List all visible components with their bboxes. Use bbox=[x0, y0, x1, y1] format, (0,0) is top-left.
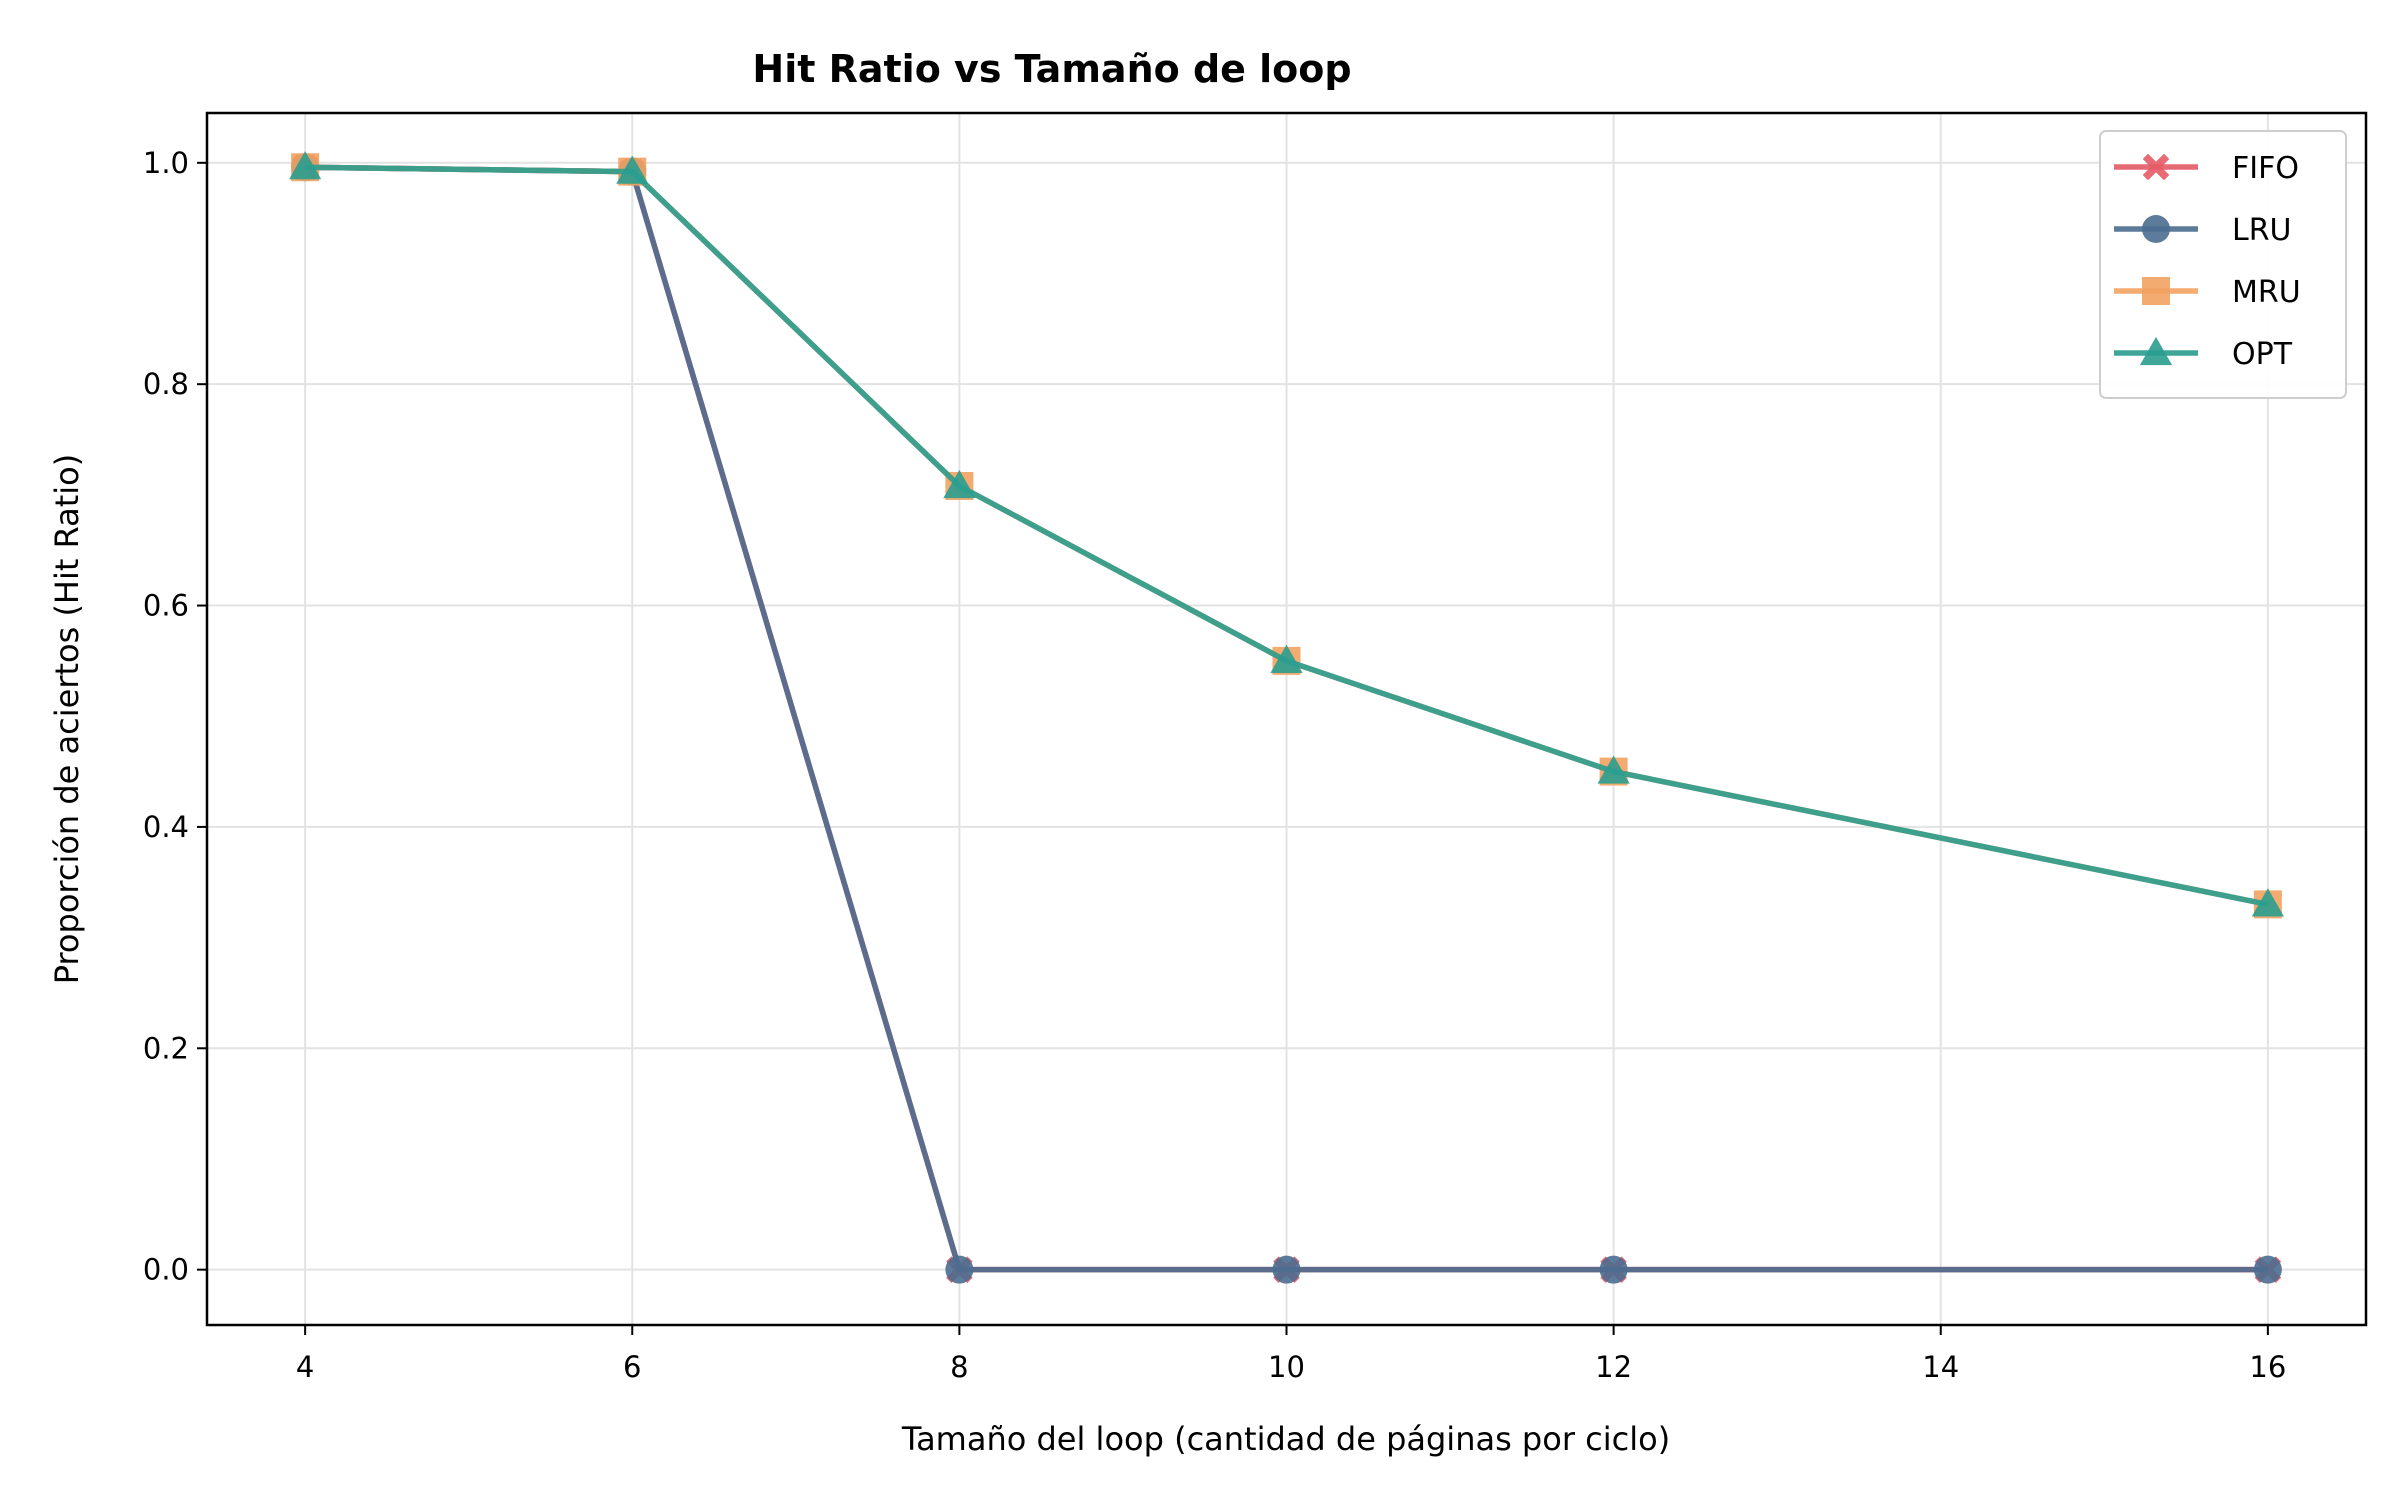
data-point-opt bbox=[2251, 888, 2284, 917]
grid bbox=[207, 113, 2366, 1325]
legend-label: OPT bbox=[2232, 337, 2293, 372]
legend-marker-opt bbox=[2139, 336, 2173, 366]
data-point-opt bbox=[616, 155, 649, 184]
ticks: 4 6 8 10 12 14 16 0.0 0.2 0.4 0.6 0.8 1.0 bbox=[143, 146, 2286, 1384]
x-tick-label: 10 bbox=[1268, 1350, 1305, 1384]
legend-label: MRU bbox=[2232, 275, 2301, 310]
legend-label: LRU bbox=[2232, 213, 2292, 248]
x-tick-label: 6 bbox=[623, 1350, 641, 1384]
legend-marker-fifo bbox=[2142, 153, 2170, 181]
legend-marker-mru bbox=[2142, 277, 2170, 305]
legend-item-opt: OPT bbox=[2114, 336, 2293, 372]
legend-marker-lru bbox=[2142, 215, 2170, 243]
y-tick-label: 0.4 bbox=[143, 810, 189, 844]
legend-label: FIFO bbox=[2232, 151, 2299, 186]
legend: FIFO LRU MRU OPT bbox=[2099, 130, 2347, 399]
data-point-opt bbox=[943, 469, 976, 499]
legend-item-lru: LRU bbox=[2114, 213, 2292, 248]
x-tick-label: 12 bbox=[1595, 1350, 1632, 1384]
chart-title: Hit Ratio vs Tamaño de loop bbox=[752, 47, 1351, 91]
series-line-opt bbox=[305, 164, 2269, 908]
y-tick-label: 0.8 bbox=[143, 367, 189, 401]
x-tick-label: 16 bbox=[2249, 1350, 2286, 1384]
data-point-lru bbox=[1599, 1255, 1628, 1284]
legend-box bbox=[2099, 130, 2347, 399]
legend-item-fifo: FIFO bbox=[2114, 151, 2299, 186]
series-layer bbox=[289, 151, 2284, 1284]
data-point-lru bbox=[2253, 1255, 2282, 1284]
legend-item-mru: MRU bbox=[2114, 275, 2301, 310]
y-tick-label: 1.0 bbox=[143, 146, 189, 180]
series-opt bbox=[289, 151, 2284, 917]
y-axis-label: Proporción de aciertos (Hit Ratio) bbox=[48, 454, 86, 985]
y-tick-label: 0.2 bbox=[143, 1031, 189, 1065]
data-point-opt bbox=[1270, 644, 1303, 673]
data-point-lru bbox=[1272, 1255, 1301, 1284]
x-tick-label: 4 bbox=[296, 1350, 314, 1384]
y-tick-label: 0.6 bbox=[143, 589, 189, 623]
x-tick-label: 14 bbox=[1922, 1350, 1959, 1384]
data-point-lru bbox=[945, 1255, 974, 1284]
x-tick-label: 8 bbox=[950, 1350, 968, 1384]
data-point-opt bbox=[289, 151, 322, 180]
y-tick-label: 0.0 bbox=[143, 1253, 189, 1287]
data-point-opt bbox=[1597, 755, 1630, 784]
x-axis-label: Tamaño del loop (cantidad de páginas por… bbox=[901, 1420, 1670, 1458]
